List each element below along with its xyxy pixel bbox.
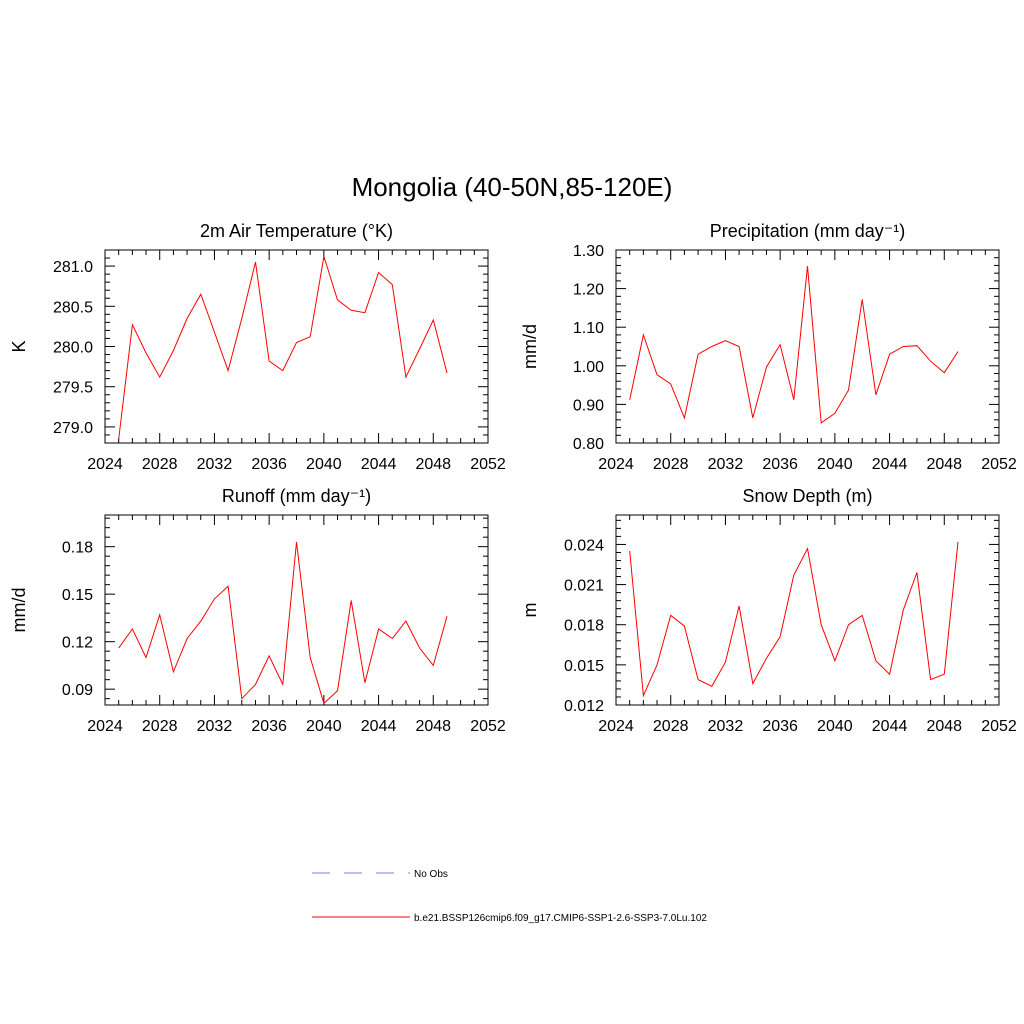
- x-tick-label: 2040: [306, 456, 342, 473]
- y-tick-label: 0.015: [564, 658, 604, 675]
- x-tick-label: 2036: [762, 456, 798, 473]
- chart-panel-1: 2m Air Temperature (°K) K 2024 2028 2032 2036…: [9, 221, 506, 473]
- x-tick-label: 2044: [872, 718, 908, 735]
- series-line: [629, 541, 959, 698]
- panels-group: 2m Air Temperature (°K) K 2024 2028 2032 2036…: [9, 221, 1017, 735]
- y-tick-label: 1.20: [573, 282, 604, 299]
- chart-panel-3: Runoff (mm day⁻¹) mm/d 2024 2028 2032 2036 204…: [9, 486, 506, 735]
- x-tick-label: 2032: [708, 718, 744, 735]
- y-tick-label: 279.5: [53, 380, 93, 397]
- series-line: [118, 256, 448, 440]
- y-tick-label: 0.021: [564, 578, 604, 595]
- x-tick-label: 2032: [197, 718, 233, 735]
- series-line: [629, 266, 959, 424]
- y-axis-label: mm/d: [9, 588, 29, 633]
- y-tick-label: 0.09: [62, 682, 93, 699]
- x-tick-label: 2024: [87, 718, 123, 735]
- x-tick-label: 2044: [872, 456, 908, 473]
- y-tick-label: 280.5: [53, 299, 93, 316]
- y-tick-label: 280.0: [53, 340, 93, 357]
- y-tick-label: 279.0: [53, 420, 93, 437]
- y-tick-label: 0.15: [62, 587, 93, 604]
- x-tick-label: 2024: [598, 456, 634, 473]
- x-tick-label: 2048: [415, 456, 451, 473]
- y-axis-label: m: [520, 603, 540, 618]
- x-tick-label: 2040: [306, 718, 342, 735]
- plot-frame: [615, 514, 1000, 706]
- y-tick-label: 0.018: [564, 618, 604, 635]
- legend-obs-label: No Obs: [414, 869, 448, 880]
- y-tick-label: 0.80: [573, 436, 604, 453]
- x-tick-label: 2028: [142, 456, 178, 473]
- x-tick-label: 2028: [142, 718, 178, 735]
- x-tick-label: 2052: [470, 718, 506, 735]
- x-tick-label: 2048: [415, 718, 451, 735]
- y-tick-label: 0.024: [564, 537, 604, 554]
- x-tick-label: 2044: [361, 456, 397, 473]
- y-tick-label: 0.18: [62, 540, 93, 557]
- panel-title: Runoff (mm day⁻¹): [222, 486, 371, 506]
- series-line: [118, 541, 448, 705]
- x-tick-label: 2040: [817, 456, 853, 473]
- legend: No Obs b.e21.BSSP126cmip6.f09_g17.CMIP6-…: [312, 869, 707, 924]
- x-tick-label: 2028: [653, 456, 689, 473]
- chart-panel-2: Precipitation (mm day⁻¹) mm/d 2024 2028 2032…: [520, 221, 1017, 473]
- legend-model-label: b.e21.BSSP126cmip6.f09_g17.CMIP6-SSP1-2.…: [414, 913, 707, 924]
- x-tick-label: 2048: [926, 718, 962, 735]
- y-tick-label: 1.00: [573, 359, 604, 376]
- x-tick-label: 2052: [981, 456, 1017, 473]
- x-tick-label: 2044: [361, 718, 397, 735]
- x-tick-label: 2036: [762, 718, 798, 735]
- y-tick-label: 0.12: [62, 635, 93, 652]
- x-tick-label: 2036: [251, 456, 287, 473]
- x-tick-label: 2032: [197, 456, 233, 473]
- plot-frame: [104, 249, 489, 444]
- x-tick-label: 2028: [653, 718, 689, 735]
- plot-frame: [615, 249, 1000, 444]
- y-axis-label: mm/d: [520, 324, 540, 369]
- y-tick-label: 0.012: [564, 698, 604, 715]
- y-axis-label: K: [9, 340, 29, 352]
- x-tick-label: 2024: [598, 718, 634, 735]
- x-tick-label: 2052: [981, 718, 1017, 735]
- y-tick-label: 281.0: [53, 259, 93, 276]
- x-tick-label: 2040: [817, 718, 853, 735]
- figure-title: Mongolia (40-50N,85-120E): [352, 172, 673, 202]
- chart-panel-4: Snow Depth (m) m 2024 2028 2032 2036 2040 2044 2…: [520, 486, 1017, 735]
- y-tick-label: 1.10: [573, 320, 604, 337]
- panel-title: Snow Depth (m): [742, 486, 872, 506]
- x-tick-label: 2032: [708, 456, 744, 473]
- x-tick-label: 2036: [251, 718, 287, 735]
- x-tick-label: 2052: [470, 456, 506, 473]
- y-tick-label: 1.30: [573, 243, 604, 260]
- y-tick-label: 0.90: [573, 397, 604, 414]
- panel-title: Precipitation (mm day⁻¹): [710, 221, 906, 241]
- x-tick-label: 2024: [87, 456, 123, 473]
- panel-title: 2m Air Temperature (°K): [200, 221, 393, 241]
- x-tick-label: 2048: [926, 456, 962, 473]
